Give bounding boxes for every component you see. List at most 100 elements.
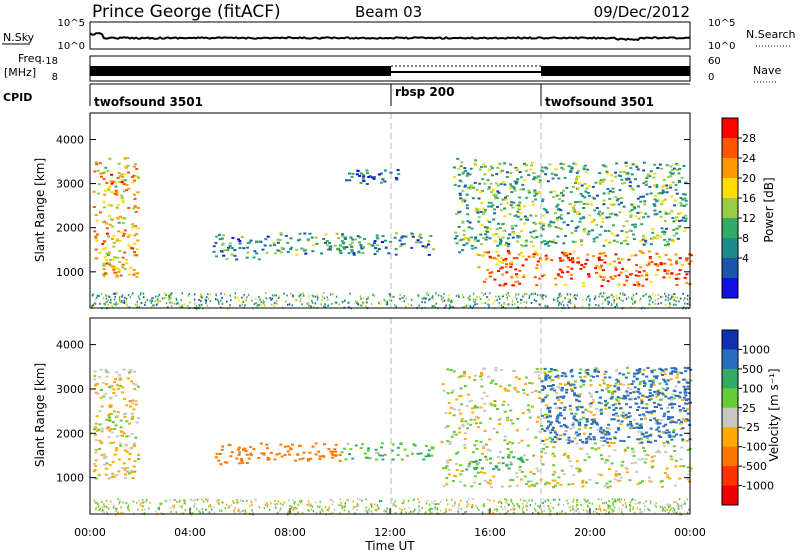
vel-ytick-label: 2000 [56,427,84,440]
power-echo [362,175,366,178]
power-ground-scatter [193,293,196,296]
vel-ground-scatter [179,505,181,508]
power-ground-scatter [113,303,115,306]
power-echo [629,167,633,170]
vel-ground-scatter [344,505,346,508]
power-echo [569,191,573,194]
vel-ground-scatter [412,499,414,502]
power-echo [363,238,367,240]
vel-echo [672,428,676,431]
power-echo [532,255,536,258]
vel-echo [493,400,497,402]
power-echo [565,186,569,189]
vel-echo [474,422,478,425]
vel-echo [544,373,547,376]
vel-echo [459,395,463,398]
power-echo [623,181,627,184]
power-echo [544,242,548,245]
vel-echo [511,479,515,482]
vel-ground-scatter [98,509,100,511]
vel-ground-scatter [673,501,675,504]
vel-echo [480,385,484,388]
power-echo [481,178,485,181]
power-ground-scatter [92,293,94,296]
power-echo [383,239,387,242]
vel-echo [560,389,564,392]
power-ground-scatter [468,298,471,301]
vel-ground-scatter [662,508,665,511]
vel-echo [643,435,647,438]
power-echo [523,179,527,181]
power-ground-scatter [687,294,689,297]
vel-echo [459,473,463,476]
vel-echo [575,406,579,409]
power-ground-scatter [673,293,676,295]
power-echo [678,181,681,184]
power-echo [681,198,685,201]
power-ground-scatter [303,294,305,297]
power-echo [629,214,633,217]
power-echo [551,240,554,243]
power-ground-scatter [622,293,624,296]
noise-right-tick-top: 10^5 [708,18,735,29]
vel-echo [469,460,473,463]
vel-echo [462,375,466,378]
vel-ground-scatter [171,505,174,508]
power-echo [480,243,484,246]
vel-ground-scatter [310,504,312,507]
power-echo [512,232,516,235]
vel-echo [458,431,461,434]
power-echo [345,246,349,249]
power-ground-scatter [642,295,644,298]
vel-echo [689,467,693,470]
vel-ground-scatter [344,502,347,505]
power-echo [544,254,548,257]
power-echo [586,253,590,256]
power-ground-scatter [170,305,173,308]
vel-echo [129,370,133,373]
vel-echo [94,426,98,429]
vel-echo [555,420,559,423]
power-echo [619,175,623,178]
power-echo [220,237,224,240]
vel-ground-scatter [572,500,574,503]
power-echo [681,264,684,266]
power-ground-scatter [134,303,137,306]
power-echo [602,251,606,254]
vel-echo [506,403,510,406]
power-echo [329,245,333,248]
vel-echo [122,462,126,465]
velocity-cbar-swatch [722,466,738,487]
vel-echo [129,447,133,450]
vel-echo [115,474,119,476]
vel-echo [329,450,333,453]
power-echo [475,253,479,256]
vel-echo [516,429,519,432]
vel-ground-scatter [639,501,641,504]
power-ground-scatter [562,300,564,303]
vel-echo [649,398,653,401]
vel-echo [529,480,533,483]
power-ground-scatter [458,295,460,298]
vel-echo [473,406,477,409]
power-echo [360,247,364,250]
power-echo [375,234,379,237]
vel-echo [481,452,484,455]
vel-ground-scatter [632,508,634,511]
power-echo [350,245,354,248]
power-ground-scatter [216,298,219,301]
power-echo [367,242,371,245]
power-echo [129,246,133,249]
power-ground-scatter [360,304,363,307]
power-ground-scatter [487,298,490,301]
power-ground-scatter [581,305,584,308]
power-echo [594,267,598,270]
power-ground-scatter [434,306,436,309]
power-echo [646,175,649,178]
vel-echo [653,375,657,378]
vel-echo [520,439,524,442]
power-echo [483,280,486,283]
power-echo [634,223,637,226]
vel-ground-scatter [428,508,430,511]
power-ground-scatter [433,304,436,307]
